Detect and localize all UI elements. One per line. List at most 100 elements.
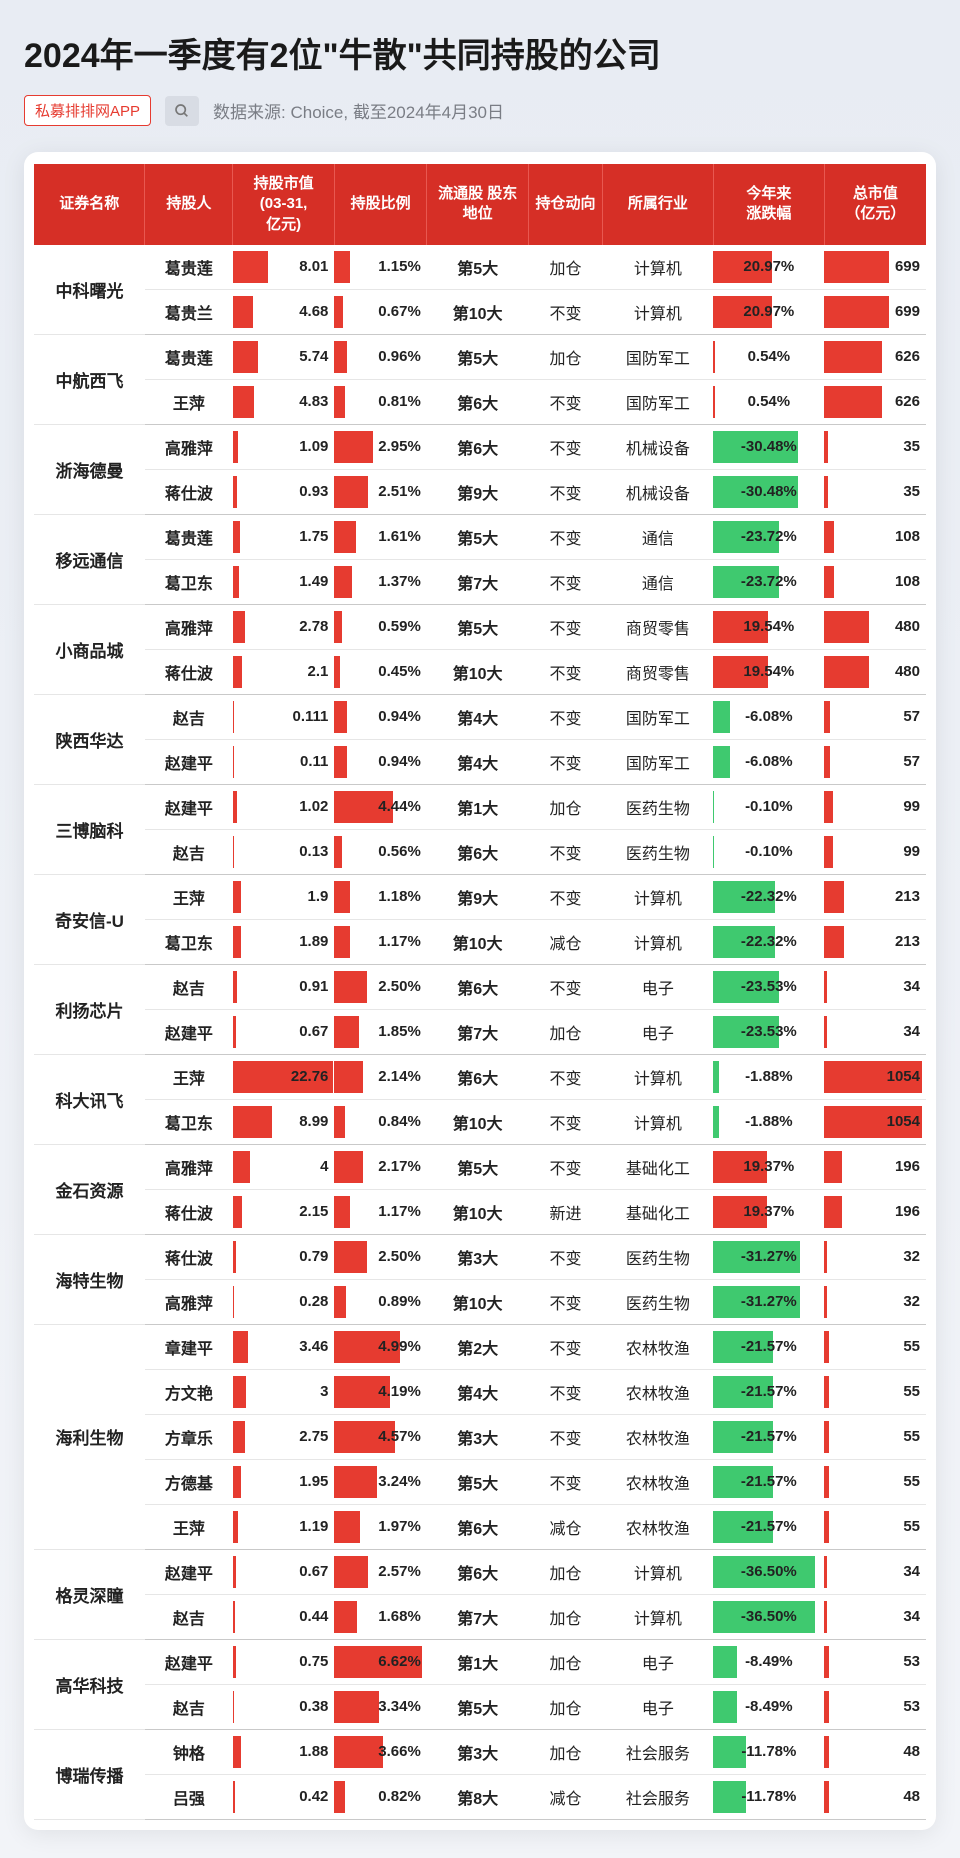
industry-cell: 国防军工 [602, 379, 713, 424]
industry-cell: 计算机 [602, 1594, 713, 1639]
holdings-table: 证券名称持股人持股市值(03-31,亿元)持股比例流通股 股东地位持仓动向所属行… [34, 164, 926, 1820]
ratio-cell: 0.67% [334, 289, 426, 334]
cap-cell: 196 [824, 1189, 926, 1234]
ratio-cell: 0.59% [334, 604, 426, 649]
table-row: 赵建平0.110.94%第4大不变国防军工-6.08%57 [34, 739, 926, 784]
ratio-cell: 0.89% [334, 1279, 426, 1324]
rank-cell: 第7大 [427, 1009, 529, 1054]
ratio-cell: 2.95% [334, 424, 426, 469]
market-value-cell: 1.88 [233, 1729, 335, 1774]
rank-cell: 第2大 [427, 1324, 529, 1369]
market-value-cell: 0.75 [233, 1639, 335, 1684]
direction-cell: 不变 [529, 1099, 603, 1144]
cap-cell: 55 [824, 1324, 926, 1369]
market-value-cell: 1.09 [233, 424, 335, 469]
table-row: 海利生物章建平3.464.99%第2大不变农林牧渔-21.57%55 [34, 1324, 926, 1369]
cap-cell: 213 [824, 874, 926, 919]
rank-cell: 第10大 [427, 1279, 529, 1324]
ratio-cell: 0.45% [334, 649, 426, 694]
holder-name: 赵吉 [145, 964, 233, 1009]
cap-cell: 35 [824, 469, 926, 514]
cap-cell: 34 [824, 1549, 926, 1594]
ratio-cell: 4.44% [334, 784, 426, 829]
column-header: 今年来涨跌幅 [713, 164, 824, 245]
search-button[interactable] [165, 96, 199, 126]
industry-cell: 农林牧渔 [602, 1414, 713, 1459]
change-cell: -22.32% [713, 874, 824, 919]
direction-cell: 新进 [529, 1189, 603, 1234]
security-name: 小商品城 [34, 604, 145, 694]
market-value-cell: 0.44 [233, 1594, 335, 1639]
market-value-cell: 0.38 [233, 1684, 335, 1729]
market-value-cell: 3 [233, 1369, 335, 1414]
security-name: 中航西飞 [34, 334, 145, 424]
direction-cell: 不变 [529, 649, 603, 694]
holder-name: 赵建平 [145, 1009, 233, 1054]
column-header: 所属行业 [602, 164, 713, 245]
rank-cell: 第5大 [427, 604, 529, 649]
table-row: 中航西飞葛贵莲5.740.96%第5大加仓国防军工0.54%626 [34, 334, 926, 379]
security-name: 科大讯飞 [34, 1054, 145, 1144]
change-cell: -11.78% [713, 1774, 824, 1819]
table-row: 奇安信-U王萍1.91.18%第9大不变计算机-22.32%213 [34, 874, 926, 919]
rank-cell: 第3大 [427, 1729, 529, 1774]
direction-cell: 不变 [529, 559, 603, 604]
ratio-cell: 0.81% [334, 379, 426, 424]
column-header: 总市值（亿元） [824, 164, 926, 245]
ratio-cell: 1.68% [334, 1594, 426, 1639]
direction-cell: 加仓 [529, 1729, 603, 1774]
column-header: 持股比例 [334, 164, 426, 245]
holder-name: 王萍 [145, 1504, 233, 1549]
market-value-cell: 0.67 [233, 1009, 335, 1054]
direction-cell: 不变 [529, 469, 603, 514]
table-container: 证券名称持股人持股市值(03-31,亿元)持股比例流通股 股东地位持仓动向所属行… [24, 152, 936, 1830]
change-cell: -0.10% [713, 829, 824, 874]
security-name: 陕西华达 [34, 694, 145, 784]
table-row: 高华科技赵建平0.756.62%第1大加仓电子-8.49%53 [34, 1639, 926, 1684]
market-value-cell: 5.74 [233, 334, 335, 379]
ratio-cell: 2.50% [334, 964, 426, 1009]
rank-cell: 第10大 [427, 649, 529, 694]
ratio-cell: 4.19% [334, 1369, 426, 1414]
ratio-cell: 6.62% [334, 1639, 426, 1684]
market-value-cell: 0.91 [233, 964, 335, 1009]
change-cell: -23.53% [713, 964, 824, 1009]
ratio-cell: 0.84% [334, 1099, 426, 1144]
cap-cell: 480 [824, 649, 926, 694]
cap-cell: 480 [824, 604, 926, 649]
cap-cell: 626 [824, 379, 926, 424]
market-value-cell: 4 [233, 1144, 335, 1189]
rank-cell: 第9大 [427, 874, 529, 919]
change-cell: -22.32% [713, 919, 824, 964]
table-row: 王萍1.191.97%第6大减仓农林牧渔-21.57%55 [34, 1504, 926, 1549]
change-cell: -31.27% [713, 1234, 824, 1279]
market-value-cell: 0.28 [233, 1279, 335, 1324]
direction-cell: 不变 [529, 1369, 603, 1414]
table-row: 金石资源高雅萍42.17%第5大不变基础化工19.37%196 [34, 1144, 926, 1189]
change-cell: -30.48% [713, 469, 824, 514]
app-badge[interactable]: 私募排排网APP [24, 95, 151, 126]
change-cell: 0.54% [713, 334, 824, 379]
holder-name: 蒋仕波 [145, 469, 233, 514]
change-cell: -11.78% [713, 1729, 824, 1774]
rank-cell: 第9大 [427, 469, 529, 514]
change-cell: 20.97% [713, 245, 824, 290]
table-row: 中科曙光葛贵莲8.011.15%第5大加仓计算机20.97%699 [34, 245, 926, 290]
direction-cell: 加仓 [529, 1009, 603, 1054]
direction-cell: 减仓 [529, 1774, 603, 1819]
market-value-cell: 3.46 [233, 1324, 335, 1369]
change-cell: -6.08% [713, 694, 824, 739]
holder-name: 高雅萍 [145, 424, 233, 469]
data-source: 数据来源: Choice, 截至2024年4月30日 [213, 98, 504, 123]
table-row: 三博脑科赵建平1.024.44%第1大加仓医药生物-0.10%99 [34, 784, 926, 829]
change-cell: 19.37% [713, 1144, 824, 1189]
ratio-cell: 1.85% [334, 1009, 426, 1054]
cap-cell: 626 [824, 334, 926, 379]
holder-name: 葛贵莲 [145, 334, 233, 379]
cap-cell: 48 [824, 1774, 926, 1819]
industry-cell: 农林牧渔 [602, 1504, 713, 1549]
change-cell: -36.50% [713, 1549, 824, 1594]
direction-cell: 加仓 [529, 1549, 603, 1594]
table-row: 博瑞传播钟格1.883.66%第3大加仓社会服务-11.78%48 [34, 1729, 926, 1774]
market-value-cell: 1.49 [233, 559, 335, 604]
